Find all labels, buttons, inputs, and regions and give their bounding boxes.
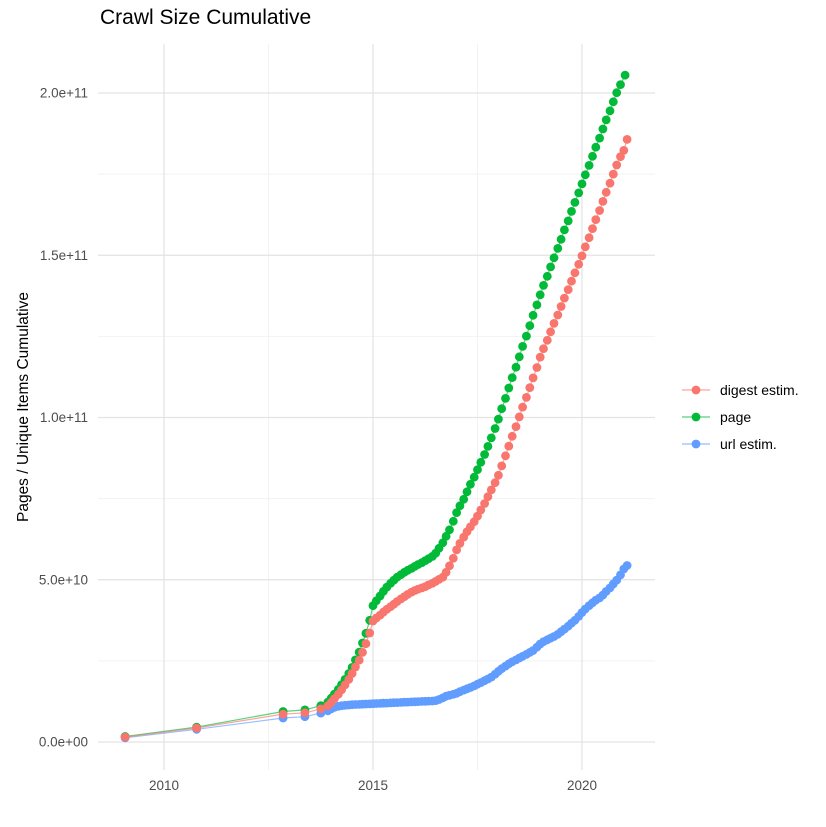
y-tick-label: 0.0e+00	[39, 735, 88, 750]
y-tick-label: 2.0e+11	[40, 86, 88, 101]
series-line-digest-estim	[125, 139, 628, 738]
legend-entry-url: url estim.	[681, 435, 799, 453]
y-tick-label: 1.0e+11	[40, 410, 88, 425]
legend-label: digest estim.	[720, 382, 799, 398]
y-tick-label: 5.0e+10	[39, 572, 88, 587]
x-tick-label: 2020	[567, 778, 597, 793]
y-axis-title: Pages / Unique Items Cumulative	[15, 291, 32, 523]
series-line-url-estim	[125, 565, 628, 739]
axis-tick-labels: 0.0e+00 5.0e+10 1.0e+11 1.5e+11 2.0e+11 2010 2…	[39, 86, 597, 794]
gridlines-major	[98, 44, 655, 770]
legend-entry-digest: digest estim.	[681, 381, 799, 399]
x-tick-label: 2015	[358, 778, 388, 793]
gridlines-minor	[98, 44, 655, 770]
y-tick-label: 1.5e+11	[40, 248, 88, 263]
legend-label: url estim.	[720, 436, 777, 452]
chart-title: Crawl Size Cumulative	[100, 6, 312, 29]
series-points-digest-estim	[120, 135, 632, 742]
legend-label: page	[720, 409, 752, 425]
legend-key-url-icon	[682, 439, 710, 449]
legend-entry-page: page	[681, 408, 799, 426]
legend-key-digest-icon	[682, 385, 710, 395]
legend-key-page-icon	[682, 412, 710, 422]
x-tick-label: 2010	[149, 778, 179, 793]
legend: digest estim. page url estim.	[681, 381, 799, 462]
series-points-url-estim	[120, 561, 632, 743]
